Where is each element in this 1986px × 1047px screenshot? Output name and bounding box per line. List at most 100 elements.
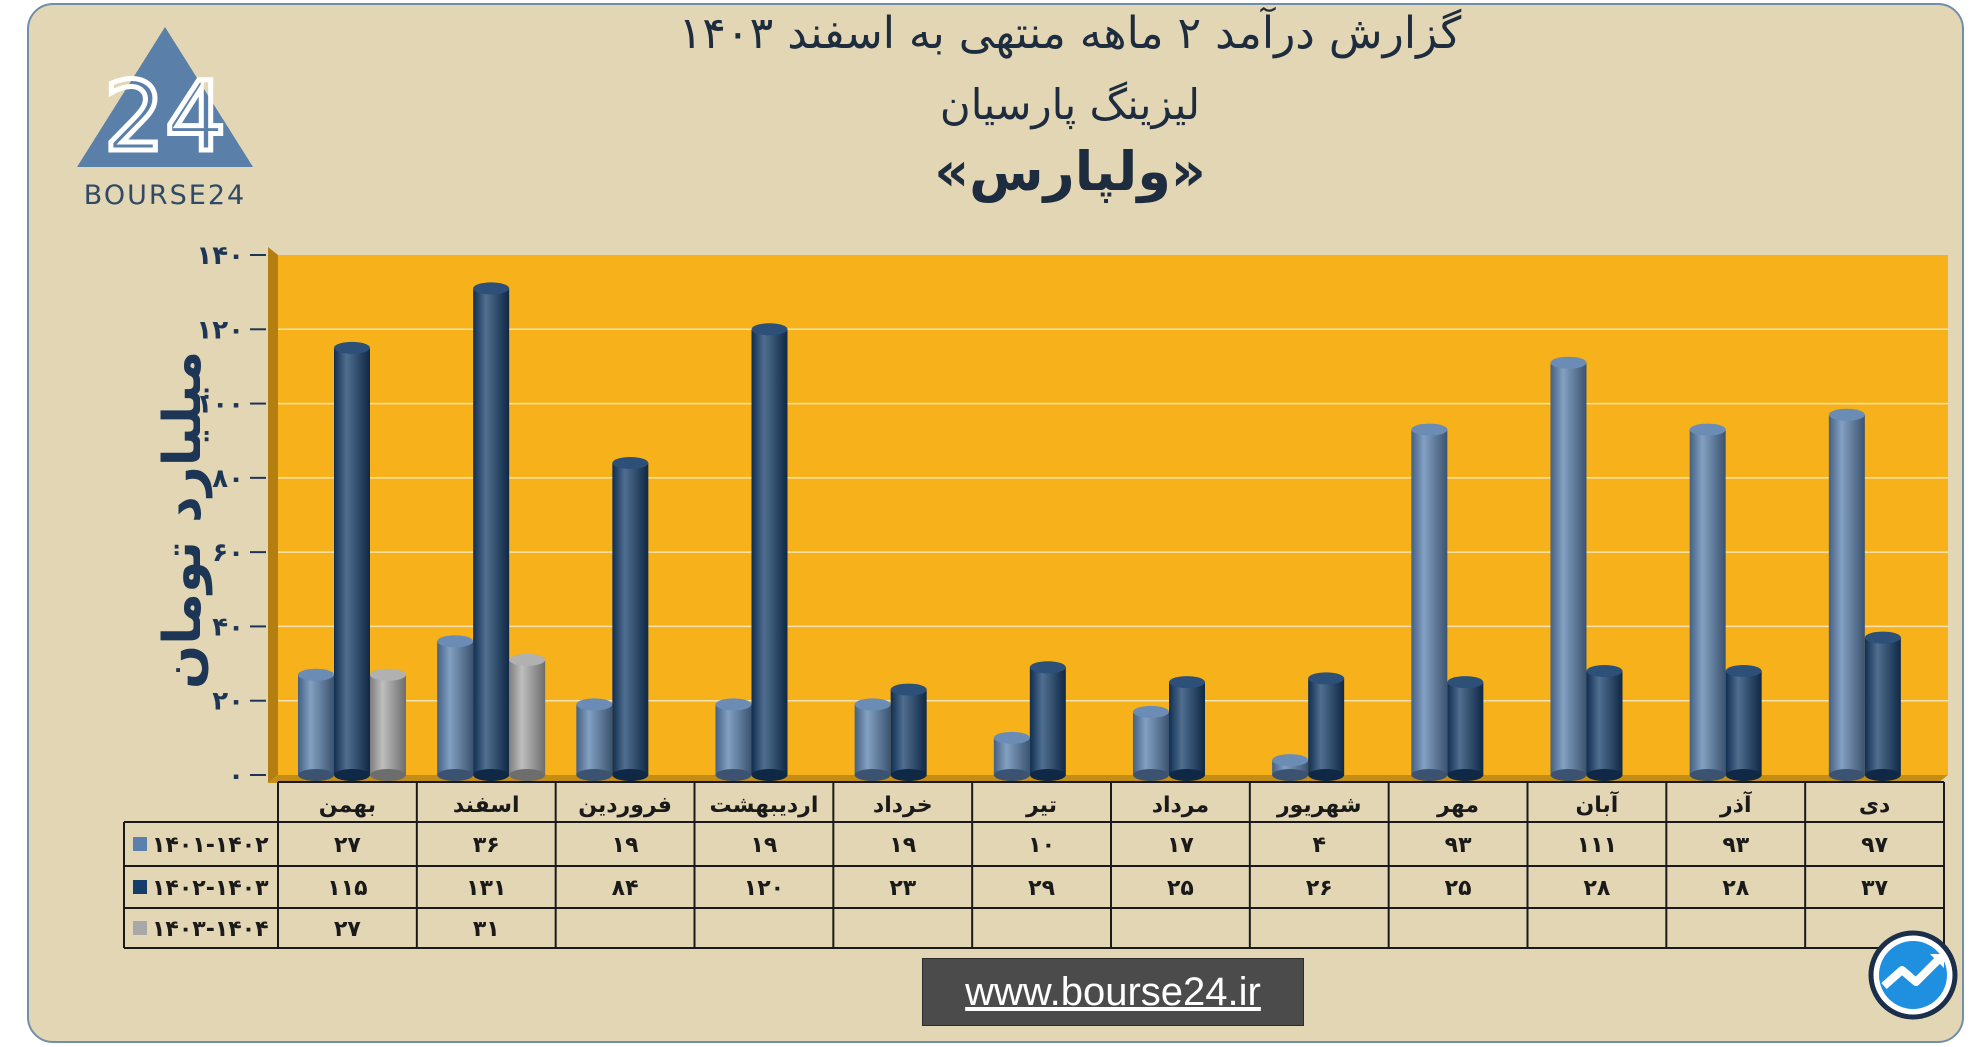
logo-triangle-icon — [77, 27, 253, 167]
y-tick-label: ۰ — [228, 761, 244, 791]
data-label: ۲۸ — [1583, 876, 1610, 901]
bar-cap — [576, 698, 613, 711]
data-label: ۱۹ — [750, 833, 777, 858]
bar-cap — [751, 323, 788, 336]
bar — [1272, 754, 1309, 781]
data-label: ۸۴ — [612, 876, 639, 901]
bar-body — [890, 689, 927, 775]
bar — [1308, 672, 1345, 781]
bar — [1828, 408, 1865, 781]
bar-body — [751, 329, 788, 775]
bar — [1169, 676, 1205, 781]
bar-base — [298, 769, 334, 781]
chart-title: گزارش درآمد ۲ ماهه منتهی به اسفند ۱۴۰۳ — [678, 8, 1462, 59]
bar-cap — [1029, 661, 1066, 674]
bar-body — [298, 674, 334, 775]
bar-cap — [1272, 754, 1309, 767]
logo-brand-text: BOURSE24 — [84, 180, 246, 211]
bar-body — [1447, 682, 1484, 775]
data-label: ۱۱۵ — [327, 876, 367, 901]
y-tick-label: ۱۲۰ — [196, 315, 244, 345]
bar — [473, 282, 510, 781]
bar-cap — [370, 668, 406, 681]
bar-body — [1725, 671, 1762, 775]
bar-body — [1411, 429, 1448, 775]
bar-cap — [1689, 423, 1726, 436]
bar — [1411, 423, 1448, 781]
legend-label: ۱۴۰۳-۱۴۰۴ — [152, 917, 269, 942]
bar-base — [1828, 769, 1865, 781]
legend-label: ۱۴۰۱-۱۴۰۲ — [152, 833, 269, 858]
x-tick-label: دی — [1859, 793, 1890, 818]
data-label: ۲۷ — [334, 917, 361, 942]
bar-cap — [1308, 672, 1345, 685]
y-tick-label: ۱۰۰ — [196, 390, 244, 420]
bar — [1864, 631, 1901, 781]
bar-base — [576, 769, 613, 781]
data-label: ۱۲۰ — [744, 876, 784, 901]
website-banner[interactable]: www.bourse24.ir — [922, 958, 1304, 1026]
bar-body — [437, 641, 474, 775]
bourse24-logo: 24 BOURSE24 — [77, 27, 253, 211]
bar-base — [334, 769, 370, 781]
data-label: ۱۹ — [612, 833, 639, 858]
x-tick-label: فروردین — [578, 793, 672, 818]
data-label: ۲۷ — [334, 833, 361, 858]
bar — [854, 698, 891, 781]
bar-body — [576, 704, 613, 775]
legend-swatch — [133, 837, 147, 851]
bar-base — [370, 769, 406, 781]
bar-base — [1411, 769, 1448, 781]
bar-cap — [993, 731, 1030, 744]
y-axis-label: میلیارد تومان — [153, 351, 213, 689]
y-tick-label: ۴۰ — [212, 612, 244, 642]
data-label: ۱۹ — [889, 833, 916, 858]
ticker-symbol: «ولپارس» — [934, 140, 1206, 203]
bar — [1133, 705, 1169, 781]
bar — [751, 323, 788, 781]
bar-base — [612, 769, 649, 781]
trend-arrow-icon — [1868, 930, 1958, 1020]
data-label: ۳۶ — [473, 833, 500, 858]
bar-body — [1133, 711, 1169, 775]
bar-cap — [334, 341, 370, 354]
bar-cap — [1586, 665, 1623, 677]
bar — [1550, 356, 1587, 781]
x-tick-label: مرداد — [1152, 793, 1209, 818]
bar-base — [1272, 769, 1309, 781]
bar-cap — [1725, 665, 1762, 677]
bar-base — [1689, 769, 1726, 781]
company-name: لیزینگ پارسیان — [939, 80, 1201, 129]
bar — [715, 698, 752, 781]
bar-body — [1169, 682, 1205, 775]
x-tick-label: اسفند — [453, 793, 520, 818]
x-tick-label: مهر — [1436, 793, 1479, 818]
bar-cap — [890, 683, 927, 696]
x-tick-label: شهریور — [1276, 793, 1362, 818]
data-label: ۲۸ — [1722, 876, 1749, 901]
bar-base — [1864, 769, 1901, 781]
bar — [1689, 423, 1726, 781]
bar-cap — [715, 698, 752, 711]
x-tick-label: اردیبهشت — [709, 793, 818, 818]
y-tick-label: ۲۰ — [212, 687, 244, 717]
bar-cap — [1447, 676, 1484, 689]
bar-body — [509, 659, 546, 775]
bar — [993, 731, 1030, 781]
y-tick-label: ۱۴۰ — [196, 241, 244, 271]
bar-body — [715, 704, 752, 775]
data-label: ۲۳ — [889, 876, 916, 901]
bar-cap — [1864, 631, 1901, 644]
bar-body — [473, 288, 510, 775]
bar-base — [1029, 769, 1066, 781]
website-link[interactable]: www.bourse24.ir — [965, 969, 1261, 1014]
legend-swatch — [133, 880, 147, 894]
bar-base — [1586, 769, 1623, 781]
bar-cap — [1133, 705, 1169, 718]
data-label: ۴ — [1313, 833, 1326, 858]
bar-cap — [1411, 423, 1448, 436]
data-label: ۳۷ — [1861, 876, 1888, 901]
y-tick-label: ۸۰ — [212, 464, 244, 494]
logo-mark: 24 — [104, 61, 226, 173]
